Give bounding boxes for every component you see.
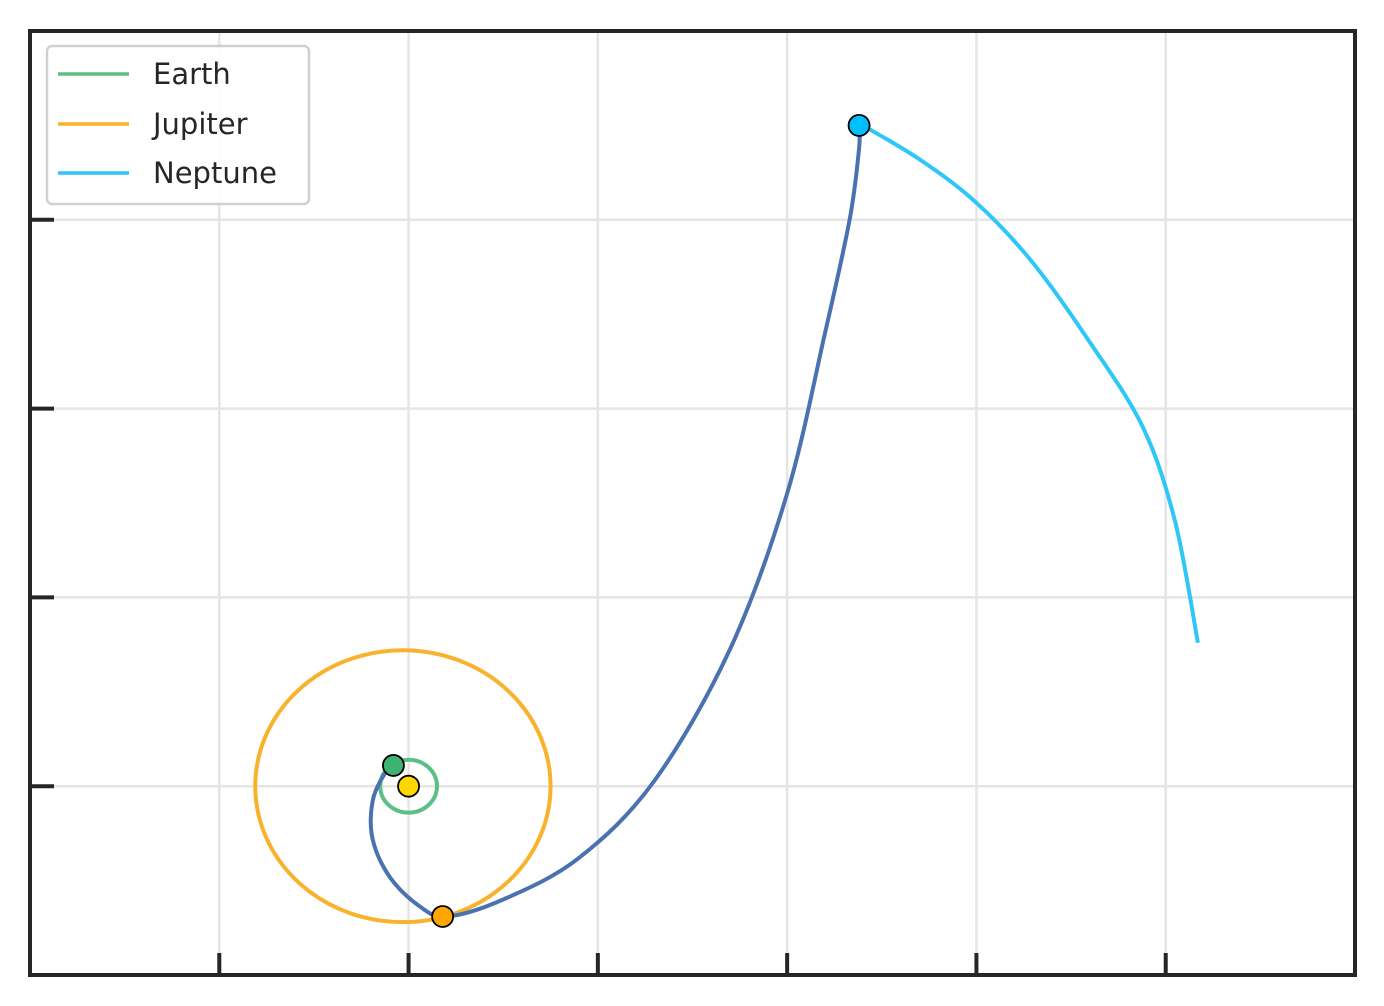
legend: Earth Jupiter Neptune: [45, 44, 311, 206]
sun-marker: [397, 774, 420, 798]
plot-area: [253, 114, 1200, 928]
axis-ticks: [30, 217, 1168, 975]
neptune-marker: [847, 114, 871, 137]
jupiter-orbit-line: [253, 648, 553, 925]
legend-jupiter-label: Jupiter: [151, 107, 248, 141]
jupiter-marker: [431, 905, 455, 928]
axes-frame: [28, 29, 1357, 977]
legend-neptune-label: Neptune: [153, 156, 277, 190]
earth-marker: [382, 754, 405, 777]
earth-orbit-line: [378, 757, 439, 815]
transfer-trajectory-line: [368, 125, 862, 919]
legend-box: [45, 44, 311, 206]
legend-earth-label: Earth: [153, 57, 231, 91]
neptune-orbit-line: [861, 123, 1200, 644]
